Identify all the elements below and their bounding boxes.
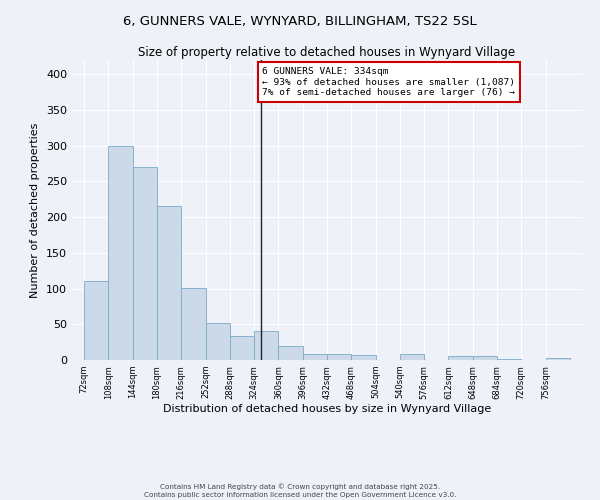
- Bar: [230, 336, 254, 360]
- Bar: [206, 323, 230, 360]
- Y-axis label: Number of detached properties: Number of detached properties: [31, 122, 40, 298]
- Bar: [278, 346, 303, 360]
- Text: Contains HM Land Registry data © Crown copyright and database right 2025.
Contai: Contains HM Land Registry data © Crown c…: [144, 484, 456, 498]
- Bar: [400, 354, 424, 360]
- Bar: [545, 358, 570, 360]
- Bar: [351, 355, 376, 360]
- Title: Size of property relative to detached houses in Wynyard Village: Size of property relative to detached ho…: [139, 46, 515, 59]
- Bar: [327, 354, 351, 360]
- Text: 6, GUNNERS VALE, WYNYARD, BILLINGHAM, TS22 5SL: 6, GUNNERS VALE, WYNYARD, BILLINGHAM, TS…: [123, 15, 477, 28]
- Text: 6 GUNNERS VALE: 334sqm
← 93% of detached houses are smaller (1,087)
7% of semi-d: 6 GUNNERS VALE: 334sqm ← 93% of detached…: [262, 67, 515, 97]
- Bar: [133, 167, 157, 360]
- Bar: [473, 356, 497, 360]
- X-axis label: Distribution of detached houses by size in Wynyard Village: Distribution of detached houses by size …: [163, 404, 491, 414]
- Bar: [254, 330, 278, 360]
- Bar: [157, 206, 181, 360]
- Bar: [448, 356, 473, 360]
- Bar: [109, 146, 133, 360]
- Bar: [84, 282, 109, 360]
- Bar: [303, 354, 327, 360]
- Bar: [181, 288, 206, 360]
